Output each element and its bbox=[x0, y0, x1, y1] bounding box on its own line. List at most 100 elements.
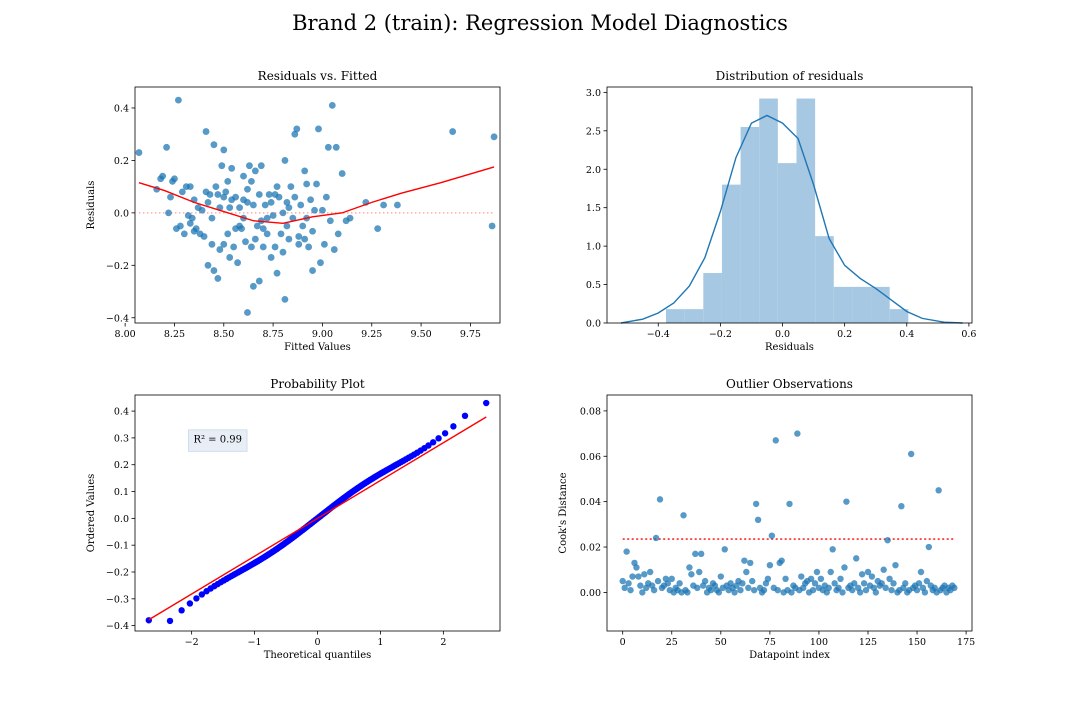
cooks-distance-point bbox=[913, 586, 921, 594]
cooks-distance-point bbox=[656, 496, 664, 503]
cooks-distance-point bbox=[839, 589, 846, 596]
cooks-distance-point bbox=[697, 550, 705, 558]
x-tick-label: 25 bbox=[666, 637, 678, 648]
axes-frame bbox=[606, 86, 973, 324]
residual-point bbox=[246, 162, 253, 170]
residual-point bbox=[220, 146, 228, 154]
cooks-distance-point bbox=[892, 561, 899, 569]
cooks-distance-point bbox=[743, 568, 750, 576]
cooks-distance-point bbox=[760, 586, 768, 594]
residual-point bbox=[214, 191, 222, 198]
residual-point bbox=[206, 191, 214, 198]
axes-frame bbox=[606, 394, 973, 632]
cooks-distance-point bbox=[835, 584, 842, 592]
residual-point bbox=[283, 222, 291, 230]
residual-point bbox=[394, 201, 401, 209]
cooks-distance-point bbox=[739, 580, 746, 587]
y-tick-label: −0.4 bbox=[106, 313, 129, 324]
residual-point bbox=[186, 219, 194, 227]
x-tick-label: −2 bbox=[185, 637, 199, 648]
x-tick-label: 125 bbox=[859, 637, 877, 648]
residual-point bbox=[180, 230, 188, 238]
cooks-distance-point bbox=[707, 586, 715, 594]
residual-point bbox=[338, 170, 346, 177]
x-tick-label: 50 bbox=[715, 637, 727, 648]
residual-point bbox=[324, 143, 332, 151]
residual-point bbox=[244, 309, 251, 316]
cooks-distance-point bbox=[619, 577, 626, 585]
y-tick-label: 3.0 bbox=[586, 88, 601, 99]
residual-point bbox=[210, 267, 218, 274]
plot-area: R² = 0.99 bbox=[145, 399, 490, 625]
residual-point bbox=[226, 204, 234, 212]
cooks-distance-point bbox=[921, 589, 929, 596]
residual-point bbox=[281, 296, 289, 303]
residual-point bbox=[301, 167, 309, 175]
y-tick-label: 2.5 bbox=[586, 126, 601, 137]
cooks-distance-point bbox=[627, 586, 634, 594]
cooks-distance-point bbox=[862, 586, 870, 594]
y-tick-label: 2.0 bbox=[586, 165, 601, 176]
residual-point bbox=[257, 162, 265, 170]
plot-area bbox=[135, 96, 498, 316]
x-tick-label: 75 bbox=[764, 637, 776, 648]
x-tick-label: 9.25 bbox=[361, 329, 382, 340]
cooks-distance-point bbox=[868, 573, 876, 580]
y-tick-label: −0.2 bbox=[106, 261, 129, 272]
cooks-distance-point bbox=[923, 577, 931, 585]
residual-point bbox=[332, 143, 340, 151]
cooks-distance-point bbox=[831, 580, 838, 587]
residual-point bbox=[178, 188, 186, 196]
y-tick-label: 0.0 bbox=[114, 208, 129, 219]
quantile-point bbox=[178, 607, 185, 614]
cooks-distance-point bbox=[798, 573, 805, 580]
cooks-distance-point bbox=[886, 575, 893, 583]
cooks-distance-point bbox=[884, 537, 891, 544]
residual-point bbox=[490, 133, 498, 141]
y-tick-label: 0.06 bbox=[580, 452, 601, 463]
histogram-bar bbox=[740, 126, 760, 323]
x-tick-label: 0.0 bbox=[775, 329, 790, 340]
residual-point bbox=[263, 214, 271, 222]
residual-point bbox=[228, 164, 236, 172]
histogram-bar bbox=[703, 273, 722, 323]
x-tick-label: −0.2 bbox=[709, 329, 732, 340]
cooks-distance-point bbox=[841, 564, 848, 571]
x-tick-label: 8.75 bbox=[263, 329, 284, 340]
cooks-distance-point bbox=[788, 589, 795, 596]
residual-point bbox=[291, 130, 299, 138]
histogram-bar bbox=[852, 286, 872, 323]
residual-point bbox=[269, 212, 277, 219]
residual-point bbox=[230, 243, 238, 251]
cooks-distance-point bbox=[915, 580, 923, 587]
residual-point bbox=[167, 193, 174, 201]
cooks-distance-point bbox=[772, 437, 779, 444]
residual-point bbox=[301, 235, 309, 243]
residual-point bbox=[175, 96, 182, 104]
histogram-bar bbox=[684, 309, 704, 323]
cooks-distance-point bbox=[737, 586, 744, 594]
cooks-distance-point bbox=[629, 573, 636, 580]
histogram-bar bbox=[889, 309, 909, 323]
cooks-distance-point bbox=[641, 571, 648, 578]
cooks-distance-point bbox=[825, 584, 832, 592]
residual-point bbox=[319, 206, 326, 214]
x-tick-label: 150 bbox=[908, 637, 926, 648]
residual-point bbox=[326, 217, 334, 225]
residual-point bbox=[220, 240, 228, 248]
cooks-distance-point bbox=[782, 575, 789, 583]
panel-title: Probability Plot bbox=[270, 377, 365, 391]
cooks-distance-point bbox=[935, 487, 942, 494]
quantile-point bbox=[186, 600, 194, 607]
residual-point bbox=[163, 143, 170, 151]
x-axis-label: Fitted Values bbox=[284, 342, 351, 353]
figure-title: Brand 2 (train): Regression Model Diagno… bbox=[292, 11, 788, 35]
cooks-distance-point bbox=[888, 586, 895, 594]
r-squared-annotation: R² = 0.99 bbox=[193, 434, 242, 445]
residual-point bbox=[321, 240, 328, 248]
quantile-point bbox=[435, 435, 442, 442]
y-tick-label: −0.4 bbox=[106, 621, 129, 632]
residual-point bbox=[330, 246, 338, 253]
histogram-bar bbox=[721, 184, 741, 323]
